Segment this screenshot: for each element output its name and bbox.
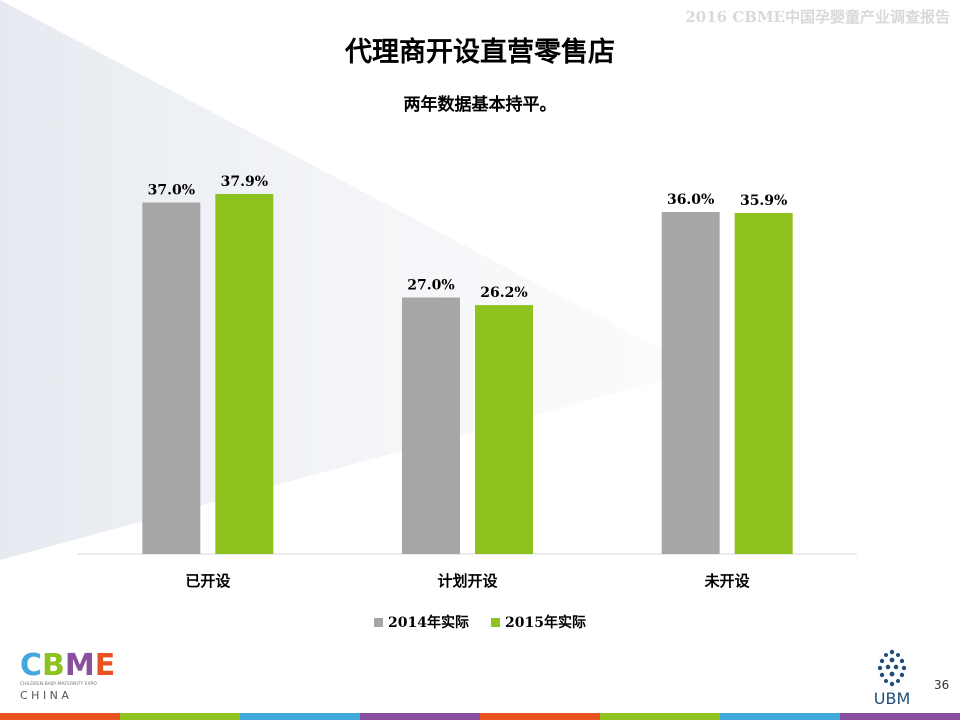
category-label-0: 已开设 [185,572,230,590]
accent-segment-4 [480,713,600,720]
legend-label-2015: 2015年实际 [505,615,586,631]
bar-2014-0 [142,202,201,554]
cbme-logo-tagline: CHILDREN·BABY·MATERNITY EXPO [20,681,97,687]
chart-subtitle: 两年数据基本持平。 [403,95,557,115]
category-label-1: 计划开设 [437,572,497,590]
category-label-2: 未开设 [704,572,750,590]
accent-segment-2 [240,713,360,720]
accent-segment-0 [0,713,120,720]
page-number: 36 [934,678,950,692]
bar-chart: 37.0% 37.9% 已开设 27.0% 26.2% 计划开设 36.0% 35.9% 未开设 [78,174,857,590]
data-label-2014-0: 37.0% [148,183,195,199]
bar-2015-1 [475,305,533,554]
data-label-2014-1: 27.0% [407,278,454,294]
bottom-accent-bar [0,713,960,720]
legend-swatch-2015 [491,617,500,627]
legend-item-2014: 2014年实际 [374,612,469,632]
ubm-logo: UBM [874,649,911,708]
bar-2014-1 [402,297,460,554]
report-header: 2016 CBME中国孕婴童产业调查报告 [685,8,950,26]
data-label-2015-0: 37.9% [221,174,268,190]
chart-title: 代理商开设直营零售店 [345,37,615,68]
data-label-2015-2: 35.9% [740,193,787,209]
accent-segment-1 [120,713,240,720]
data-label-2015-1: 26.2% [480,285,527,301]
accent-segment-5 [600,713,720,720]
chart-legend: 2014年实际 2015年实际 [0,612,960,632]
accent-segment-3 [360,713,480,720]
bar-2015-0 [215,193,274,554]
bar-2014-2 [661,212,720,554]
accent-segment-7 [840,713,960,720]
cbme-logo-letters: CBME [20,648,115,683]
bar-2015-2 [734,212,793,554]
legend-label-2014: 2014年实际 [388,615,469,631]
ubm-logo-text: UBM [874,689,911,708]
legend-swatch-2014 [374,617,384,627]
cbme-logo-china: C H I N A [20,689,69,702]
legend-item-2015: 2015年实际 [491,612,586,632]
cbme-china-logo: CBME CHILDREN·BABY·MATERNITY EXPO C H I … [20,648,115,702]
data-label-2014-2: 36.0% [667,192,714,208]
ubm-dots-icon [877,649,907,687]
accent-segment-6 [720,713,840,720]
